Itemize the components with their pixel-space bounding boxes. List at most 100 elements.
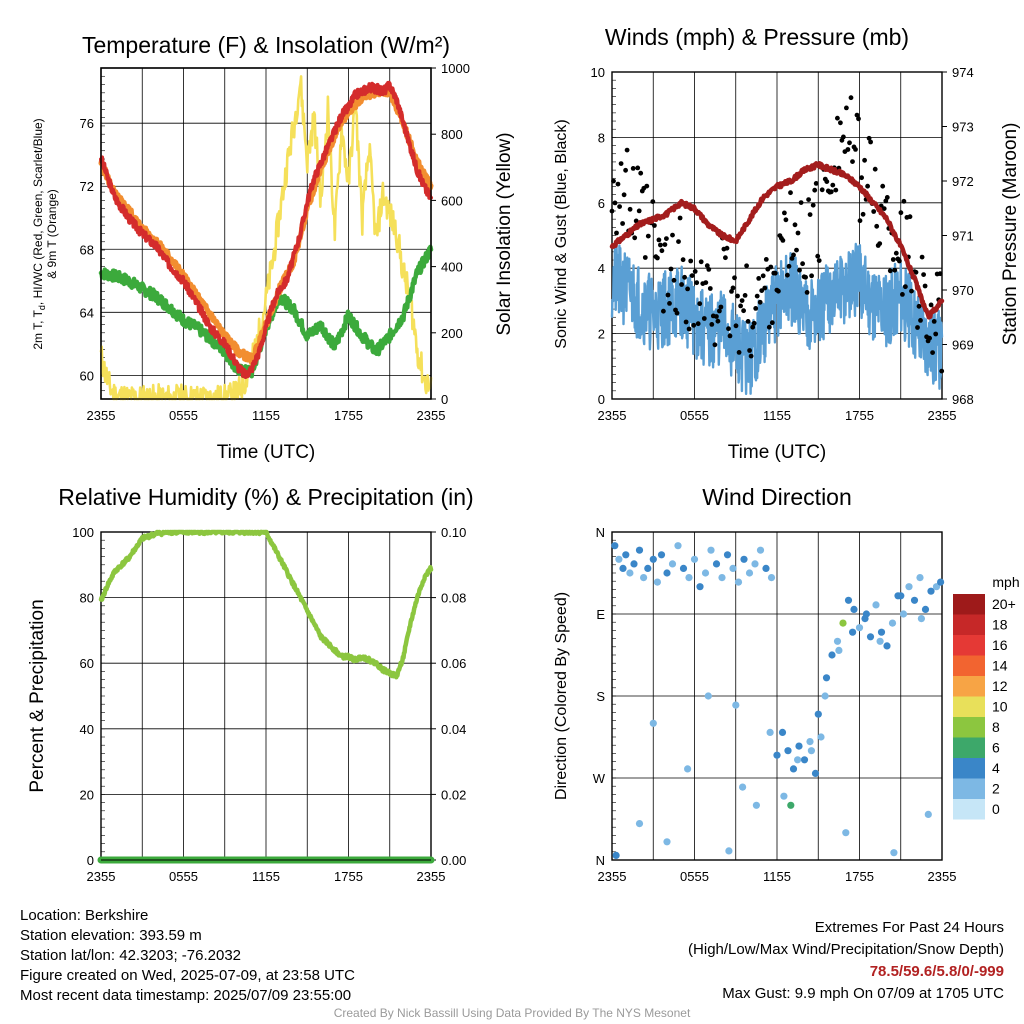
x-axis-title: Time (UTC) [217, 442, 316, 463]
direction-point [619, 564, 627, 573]
gust-point [835, 115, 840, 121]
x-tick-label: 1155 [763, 408, 791, 423]
direction-point [630, 560, 638, 568]
gust-point [812, 187, 818, 193]
gust-point [838, 120, 843, 126]
direction-point [814, 710, 822, 718]
direction-point [917, 615, 926, 623]
gust-point [697, 301, 703, 307]
gust-point [922, 283, 928, 289]
gust-point [644, 183, 650, 189]
legend-swatch [953, 758, 985, 779]
gust-point [919, 254, 925, 260]
direction-point [932, 583, 941, 591]
y-axis-title: Direction (Colored By Speed) [553, 592, 570, 800]
extremes-panel: Extremes For Past 24 Hours (High/Low/Max… [688, 917, 1004, 1005]
legend-title: mph [992, 574, 1019, 590]
gust-point [745, 319, 751, 324]
gust-point [916, 303, 922, 309]
gust-point [892, 267, 898, 273]
gust-point [785, 272, 790, 278]
gust-point [928, 302, 934, 308]
gust-point [939, 368, 945, 374]
gust-point [806, 197, 811, 203]
direction-point [734, 578, 743, 586]
gust-point [868, 139, 873, 145]
gust-point [661, 308, 666, 314]
gust-point [804, 290, 810, 295]
gust-point [718, 304, 724, 310]
extremes-subtitle: (High/Low/Max Wind/Precipitation/Snow De… [688, 941, 1004, 958]
direction-point [862, 610, 871, 618]
gust-point [900, 292, 905, 297]
direction-point [905, 583, 913, 591]
legend-label: 8 [992, 719, 1000, 735]
y-tick-label: 6 [598, 196, 605, 211]
gust-point [865, 183, 870, 189]
y2-tick-label: 0 [441, 392, 448, 407]
gust-point [677, 215, 683, 221]
gust-point [738, 303, 743, 309]
plot-frame-top [100, 67, 432, 400]
gust-point [866, 135, 872, 141]
y2-tick-label: 0.10 [441, 525, 466, 540]
gust-point [757, 299, 763, 305]
direction-point [795, 742, 803, 750]
direction-point [611, 542, 619, 550]
direction-point [739, 783, 747, 791]
x-tick-label: 0555 [680, 408, 709, 423]
gust-point [859, 175, 864, 181]
gust-point [662, 242, 668, 248]
gust-point [893, 250, 899, 256]
gust-point [674, 310, 680, 316]
gust-point [739, 298, 745, 303]
y-tick-label: 0 [598, 392, 605, 407]
direction-point [674, 542, 682, 550]
gust-point [670, 232, 675, 238]
gust-point [712, 342, 718, 348]
direction-point [817, 733, 825, 741]
gust-point [794, 247, 799, 253]
direction-point [725, 847, 733, 855]
gust-point [656, 237, 662, 243]
y2-tick-label: 971 [952, 229, 974, 244]
y-axis-title: 2m T, Td, HI/WC (Red, Green, Scarlet/Blu… [31, 118, 59, 349]
gust-point [686, 326, 692, 332]
gust-point [860, 211, 866, 217]
gust-point [841, 134, 846, 140]
gust-point [659, 248, 665, 254]
x-tick-label: 1755 [845, 408, 874, 423]
direction-point [657, 551, 666, 559]
gust-point [819, 187, 825, 193]
gust-point [612, 200, 618, 206]
gust-point [909, 288, 914, 294]
direction-point [663, 569, 671, 577]
chart-title: Winds (mph) & Pressure (mb) [605, 24, 909, 50]
direction-point [729, 564, 737, 573]
gust-point [694, 280, 700, 286]
x-tick-label: 0555 [680, 869, 709, 884]
gust-point [658, 242, 663, 248]
latlon-text: Station lat/lon: 42.3203; -76.2032 [20, 947, 242, 964]
y2-tick-label: 972 [952, 174, 974, 189]
y-tick-label: 72 [80, 179, 94, 194]
direction-point [622, 551, 630, 559]
gust-point [833, 187, 839, 193]
gust-point [810, 202, 816, 208]
y2-axis-title: Station Pressure (Maroon) [1000, 123, 1021, 346]
location-text: Location: Berkshire [20, 907, 149, 924]
y-axis-title-line1: 2m T, T [31, 309, 45, 349]
y-tick-label: S [596, 689, 605, 704]
gust-point [854, 112, 860, 118]
gust-point [632, 235, 638, 241]
y2-tick-label: 1000 [441, 61, 470, 76]
gust-point [890, 257, 896, 262]
direction-point [762, 564, 770, 573]
direction-point [640, 574, 648, 582]
x-tick-label: 1755 [334, 408, 363, 423]
gust-point [815, 253, 821, 259]
gust-point [803, 274, 808, 280]
gust-point [695, 321, 701, 327]
x-tick-label: 2355 [87, 408, 116, 423]
